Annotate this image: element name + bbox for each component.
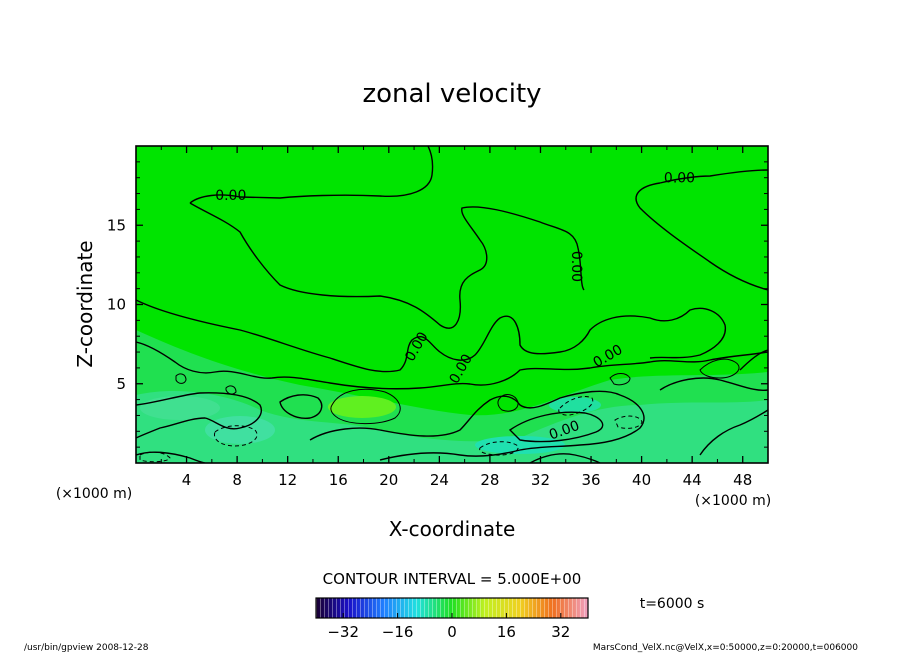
y-tick-label: 10 [107,296,126,314]
x-axis-title: X-coordinate [389,517,516,541]
contour-label: 0.00 [215,188,246,204]
colorbar-tick-label: −32 [327,623,359,641]
colorbar-tick-label: −16 [382,623,414,641]
colorbar-tick-label: 16 [497,623,516,641]
contour-label: 0.00 [664,170,695,186]
x-tick-label: 32 [531,471,550,489]
field-shading [136,330,768,463]
contour-interval-label: CONTOUR INTERVAL = 5.000E+00 [323,570,582,588]
x-tick-label: 8 [232,471,242,489]
negative-contours [139,395,643,463]
x-tick-label: 36 [581,471,600,489]
colorbar: −32 −16 0 16 32 [315,597,589,641]
x-unit-label: (×1000 m) [695,493,771,509]
colorbar-tick-label: 32 [551,623,570,641]
footer-right: MarsCond_VelX.nc@VelX,x=0:50000,z=0:2000… [593,643,858,653]
x-tick-label: 44 [683,471,702,489]
chart-title: zonal velocity [362,79,541,109]
y-axis-title: Z-coordinate [73,240,97,367]
contour-label: 0.00 [568,251,584,282]
y-tick-label: 5 [116,375,126,393]
x-tick-label: 12 [278,471,297,489]
x-tick-label: 28 [480,471,499,489]
x-tick-label: 16 [329,471,348,489]
x-tick-label: 24 [430,471,449,489]
x-axis: 4 8 12 16 20 24 28 32 36 40 44 48 [160,146,752,489]
x-tick-label: 20 [379,471,398,489]
colorbar-tick-label: 0 [447,623,457,641]
time-label: t=6000 s [640,596,705,612]
x-tick-label: 40 [632,471,651,489]
footer-left: /usr/bin/gpview 2008-12-28 [24,643,149,653]
x-tick-label: 4 [182,471,192,489]
y-axis: 5 10 15 [107,161,768,448]
y-unit-label: (×1000 m) [56,486,132,502]
x-tick-label: 48 [733,471,752,489]
colorbar-ticks: −32 −16 0 16 32 [327,613,570,641]
y-tick-label: 15 [107,216,126,234]
